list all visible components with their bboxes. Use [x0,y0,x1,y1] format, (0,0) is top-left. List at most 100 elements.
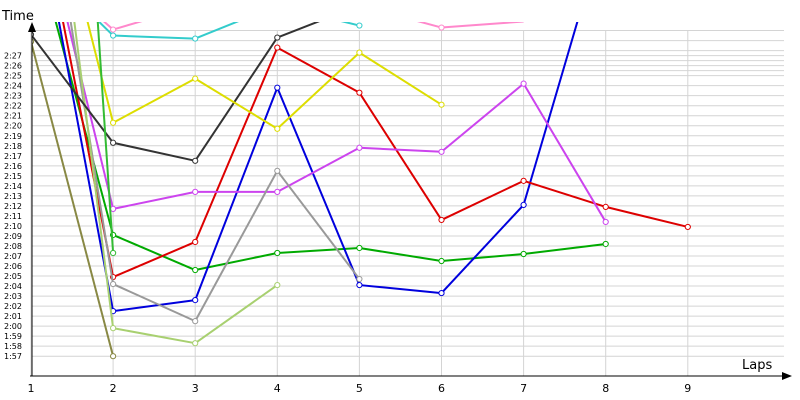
data-point [192,238,199,246]
data-point [192,340,199,347]
data-point [520,80,527,87]
data-point [356,49,363,56]
data-point [110,32,117,39]
data-point [602,240,609,248]
data-point [192,75,199,82]
data-point [438,148,445,155]
y-tick-label: 1:57 [4,352,22,361]
data-point [356,89,363,96]
data-point [110,249,117,257]
data-point [274,281,281,289]
data-point [520,250,527,258]
series-7 [32,38,117,360]
x-tick-label: 8 [602,382,609,395]
data-point [356,281,363,289]
x-tick-label: 2 [110,382,117,395]
data-point [192,35,199,42]
y-tick-label: 1:58 [4,342,22,351]
y-tick-label: 2:27 [4,52,22,61]
data-point [274,167,281,174]
data-point [192,318,199,325]
series-10 [97,22,363,42]
data-point [274,84,281,91]
series-2 [57,22,579,315]
series-line [73,22,278,345]
y-tick-label: 2:26 [4,62,22,71]
x-tick-labels: 1 2 3 4 5 6 7 8 9 [28,382,692,395]
y-axis-title: Time [1,9,34,24]
data-point [602,218,609,226]
data-point [356,275,363,283]
data-point [192,296,199,304]
x-tick-label: 3 [192,382,199,395]
y-tick-label: 2:20 [4,122,22,131]
x-tick-label: 1 [28,382,35,395]
data-point [356,144,363,151]
series-5 [69,22,363,325]
y-tick-label: 2:22 [4,102,22,111]
y-tick-label: 2:15 [4,172,22,181]
data-point [274,188,281,195]
data-point [274,249,281,257]
series-line [66,22,607,223]
y-tick-label: 2:10 [4,222,22,231]
y-tick-label: 2:11 [4,212,22,221]
series-11 [102,22,524,33]
data-point [684,223,691,231]
data-point [192,157,199,164]
y-tick-label: 2:03 [4,292,22,301]
x-tick-label: 4 [274,382,281,395]
data-point [192,266,199,274]
y-tick-label: 2:17 [4,152,22,161]
x-axis-title: Laps [742,358,772,373]
x-tick-label: 7 [520,382,527,395]
y-tick-label: 2:07 [4,252,22,261]
data-point [520,201,527,208]
x-tick-label: 9 [684,382,691,395]
series-line [86,22,443,130]
data-point [274,44,281,51]
series-line [62,22,689,279]
y-tick-label: 2:05 [4,272,22,281]
series-12 [96,22,117,257]
y-tick-label: 2:16 [4,162,22,171]
data-point [438,101,445,108]
y-tick-label: 2:14 [4,182,22,191]
data-point [110,353,117,360]
y-tick-label: 2:04 [4,282,22,291]
data-point [356,244,363,252]
series-line [102,22,524,31]
y-tick-label: 2:13 [4,192,22,201]
x-tick-label: 5 [356,382,363,395]
series-line [54,22,606,272]
data-point [438,289,445,297]
y-tick-label: 2:19 [4,132,22,141]
y-tick-label: 2:18 [4,142,22,151]
y-axis-arrow [28,22,36,32]
data-point [602,203,609,211]
data-point [520,177,527,184]
y-tick-label: 2:08 [4,242,22,251]
data-point [438,24,445,31]
data-point [110,139,117,146]
data-point [110,280,117,288]
series-line [32,41,115,357]
y-tick-label: 2:25 [4,72,22,81]
data-point [274,125,281,132]
y-tick-label: 2:06 [4,262,22,271]
data-point [110,325,117,332]
series-9 [86,22,445,132]
data-point [192,188,199,195]
x-tick-label: 6 [438,382,445,395]
data-point [438,257,445,265]
data-point [356,22,363,29]
series-1 [54,22,609,274]
y-tick-label: 2:09 [4,232,22,241]
data-point [110,119,117,126]
series-8 [32,22,320,164]
series-line [96,22,115,254]
series-line [57,22,579,313]
series-layer [32,22,691,360]
y-tick-label: 2:24 [4,82,22,91]
